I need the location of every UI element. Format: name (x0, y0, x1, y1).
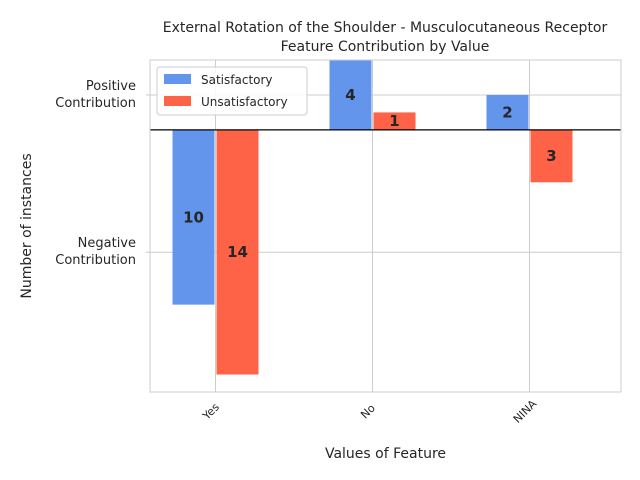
x-ticks: Yes No NINA (199, 397, 539, 426)
legend-swatch (164, 74, 191, 84)
bar-value-label: 1 (389, 112, 399, 130)
plot-frame (149, 59, 622, 393)
x-axis-label: Values of Feature (325, 446, 446, 462)
y-ticks: Positive Contribution Negative Contribution (55, 79, 150, 268)
bar-value-label: 3 (546, 147, 556, 165)
legend-label: Unsatisfactory (201, 95, 288, 109)
bar-value-label: 2 (502, 103, 512, 121)
bar-value-label: 14 (227, 243, 248, 261)
chart-title-line: External Rotation of the Shoulder - Musc… (163, 20, 608, 36)
bar-unsatisfactory-yes (216, 129, 259, 375)
bar-satisfactory-yes (172, 129, 215, 305)
x-tick-label: Yes (199, 400, 222, 423)
x-tick-label: No (358, 401, 378, 421)
bar-unsatisfactory-nina (530, 129, 573, 183)
bar-satisfactory-nina (486, 94, 529, 130)
y-axis-label: Number of instances (19, 153, 35, 298)
bar-value-label: 10 (183, 208, 204, 226)
bar-satisfactory-no (329, 60, 372, 130)
legend-label: Satisfactory (201, 73, 273, 87)
legend: Satisfactory Unsatisfactory (156, 66, 308, 116)
bar-unsatisfactory-no (373, 112, 416, 130)
chart-title-line: Feature Contribution by Value (281, 39, 490, 55)
y-tick-label: Negative Contribution (55, 236, 136, 268)
y-tick-label: Positive Contribution (55, 79, 136, 111)
legend-box (156, 66, 308, 116)
bar-labels: 10 4 2 14 1 3 (183, 86, 557, 261)
bars (172, 60, 573, 375)
x-tick-label: NINA (511, 397, 540, 426)
legend-swatch (164, 96, 191, 106)
chart-title: External Rotation of the Shoulder - Musc… (163, 20, 608, 55)
bar-value-label: 4 (345, 86, 355, 104)
